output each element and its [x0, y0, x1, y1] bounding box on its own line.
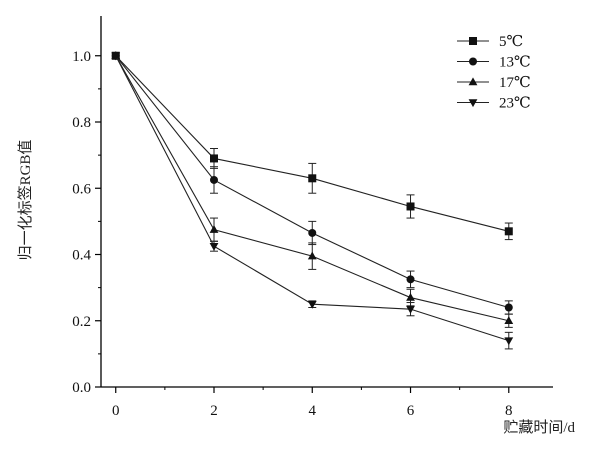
- series-0: [111, 51, 513, 241]
- legend-label: 23℃: [499, 96, 531, 112]
- series-3: [111, 52, 514, 350]
- data-point: [210, 175, 218, 184]
- legend-item-3: 23℃: [457, 96, 531, 112]
- series-line: [115, 55, 509, 342]
- legend-marker: [468, 99, 478, 108]
- x-tick-label: 6: [407, 403, 415, 419]
- data-point: [210, 154, 218, 163]
- legend-marker: [469, 57, 477, 66]
- data-point: [307, 300, 317, 309]
- legend-label: 13℃: [499, 55, 531, 71]
- legend-label: 5℃: [499, 34, 523, 50]
- data-point: [406, 292, 415, 301]
- y-tick-label: 0.6: [72, 181, 91, 197]
- x-tick-label: 0: [112, 403, 120, 419]
- data-point: [504, 337, 514, 346]
- data-point: [406, 305, 415, 314]
- y-tick-label: 0.8: [72, 115, 91, 131]
- y-tick-label: 0.4: [72, 248, 91, 264]
- x-tick-label: 8: [505, 403, 513, 419]
- data-point: [308, 228, 317, 237]
- series-line: [115, 55, 509, 232]
- x-tick-label: 2: [210, 403, 218, 419]
- y-tick-label: 0.2: [72, 314, 91, 330]
- legend-marker: [469, 37, 477, 45]
- series-2: [111, 51, 514, 328]
- series-layer: [111, 51, 514, 350]
- data-point: [308, 174, 317, 183]
- legend: 5℃ 13℃ 17℃ 23℃: [457, 34, 531, 112]
- legend-item-0: 5℃: [457, 34, 523, 50]
- data-point: [209, 242, 219, 251]
- y-axis-title: 归一化标签RGB值: [17, 140, 34, 261]
- data-point: [504, 227, 513, 236]
- data-point: [504, 303, 513, 312]
- plot-area: 0.0 0.2 0.4 0.6 0.8 1.0 0 2 4 6 8: [72, 16, 553, 419]
- legend-item-1: 13℃: [457, 55, 531, 71]
- data-point: [406, 202, 415, 211]
- data-point: [406, 275, 415, 284]
- y-tick-label: 0.0: [72, 380, 91, 396]
- data-point: [504, 316, 514, 324]
- y-tick-label: 1.0: [72, 49, 91, 65]
- x-tick-label: 4: [309, 403, 317, 419]
- data-point: [111, 52, 121, 61]
- legend-label: 17℃: [499, 75, 531, 91]
- data-point: [307, 251, 317, 260]
- legend-marker: [468, 77, 478, 86]
- legend-item-2: 17℃: [457, 75, 531, 91]
- data-point: [209, 225, 219, 233]
- x-axis-title: 贮藏时间/d: [503, 419, 575, 436]
